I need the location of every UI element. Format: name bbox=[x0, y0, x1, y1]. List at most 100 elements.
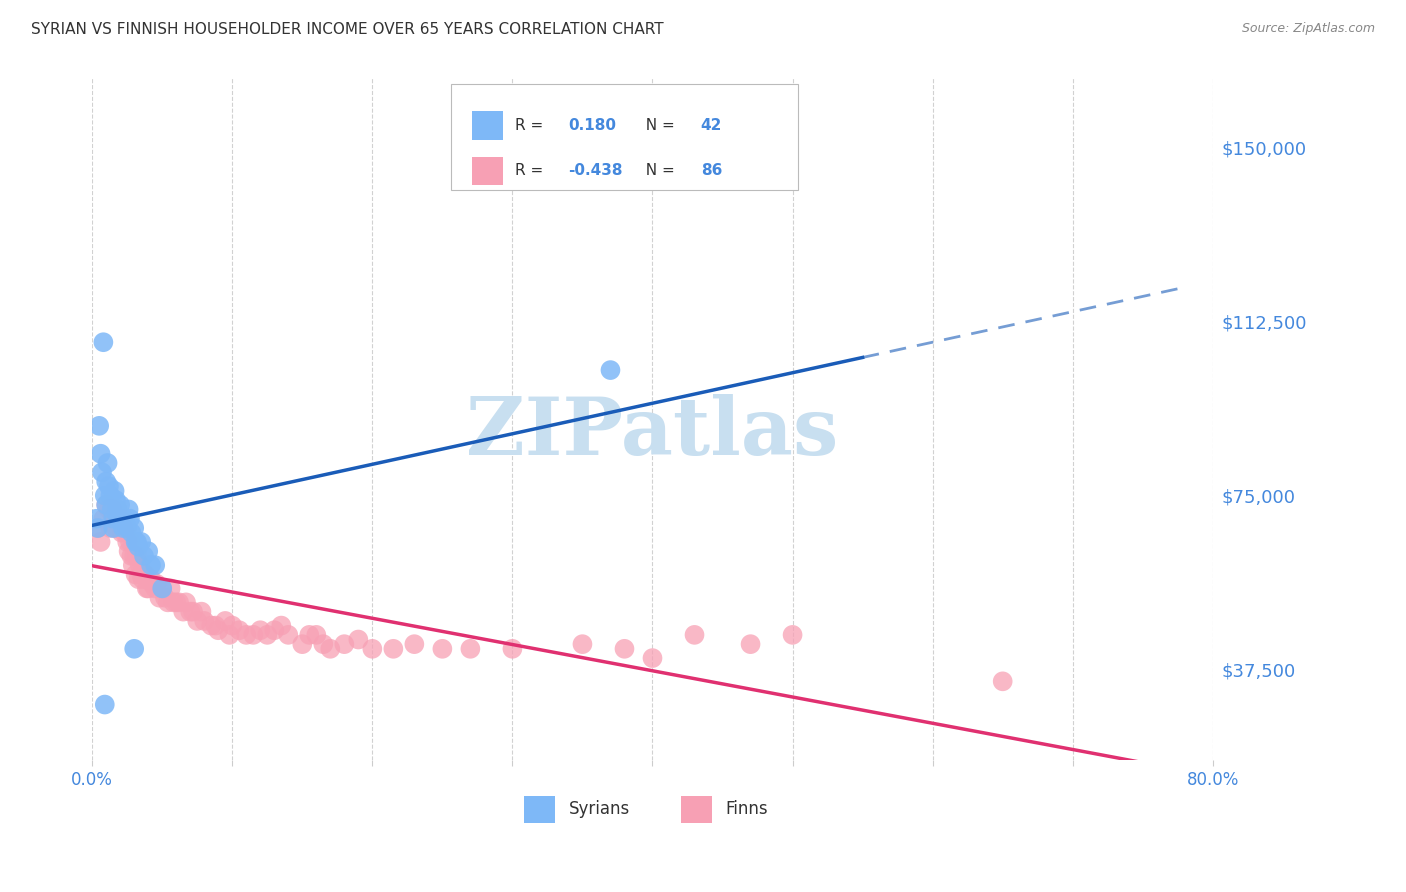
Point bbox=[190, 605, 212, 619]
Point bbox=[193, 614, 215, 628]
Point bbox=[291, 637, 314, 651]
Point bbox=[145, 576, 167, 591]
Point bbox=[103, 521, 125, 535]
Text: 42: 42 bbox=[700, 118, 723, 133]
Point bbox=[235, 628, 257, 642]
Point bbox=[104, 493, 127, 508]
Point bbox=[122, 641, 145, 656]
Point bbox=[110, 525, 132, 540]
Text: N =: N = bbox=[636, 163, 679, 178]
Point bbox=[127, 540, 149, 554]
Point bbox=[124, 567, 146, 582]
Point bbox=[90, 447, 112, 461]
Point bbox=[312, 637, 335, 651]
Point bbox=[305, 628, 328, 642]
Text: 86: 86 bbox=[700, 163, 723, 178]
Point bbox=[333, 637, 356, 651]
Point bbox=[91, 465, 114, 479]
Point bbox=[148, 591, 170, 605]
Point bbox=[87, 521, 110, 535]
Point bbox=[204, 618, 226, 632]
Point bbox=[104, 483, 127, 498]
Point bbox=[136, 544, 159, 558]
FancyBboxPatch shape bbox=[451, 84, 799, 190]
Point bbox=[156, 595, 179, 609]
Point bbox=[96, 498, 118, 512]
Point bbox=[100, 489, 122, 503]
Point bbox=[96, 498, 118, 512]
Point bbox=[117, 544, 139, 558]
Point bbox=[115, 535, 138, 549]
Text: R =: R = bbox=[515, 163, 548, 178]
Point bbox=[121, 558, 143, 573]
Text: Source: ZipAtlas.com: Source: ZipAtlas.com bbox=[1241, 22, 1375, 36]
Point bbox=[277, 628, 299, 642]
Point bbox=[132, 567, 155, 582]
Point bbox=[120, 549, 142, 563]
Point bbox=[571, 637, 593, 651]
Point bbox=[319, 641, 342, 656]
Point bbox=[186, 614, 208, 628]
Point bbox=[93, 512, 115, 526]
Text: SYRIAN VS FINNISH HOUSEHOLDER INCOME OVER 65 YEARS CORRELATION CHART: SYRIAN VS FINNISH HOUSEHOLDER INCOME OVE… bbox=[31, 22, 664, 37]
Point bbox=[128, 558, 150, 573]
Point bbox=[89, 418, 111, 433]
Point bbox=[150, 582, 173, 596]
Point bbox=[98, 502, 121, 516]
Point bbox=[135, 582, 157, 596]
Point bbox=[991, 674, 1014, 689]
Bar bbox=[472, 111, 503, 140]
Point bbox=[167, 595, 190, 609]
Point bbox=[122, 549, 145, 563]
Point bbox=[136, 582, 159, 596]
Point bbox=[105, 502, 128, 516]
Point bbox=[96, 475, 118, 489]
Point bbox=[108, 498, 131, 512]
Point bbox=[94, 698, 117, 712]
Point bbox=[242, 628, 264, 642]
Point bbox=[105, 502, 128, 516]
Point bbox=[86, 512, 108, 526]
Point bbox=[228, 624, 250, 638]
Point bbox=[111, 521, 134, 535]
Point bbox=[127, 572, 149, 586]
Point bbox=[108, 512, 131, 526]
Point bbox=[256, 628, 278, 642]
Point bbox=[143, 558, 166, 573]
Point bbox=[125, 549, 148, 563]
Point bbox=[263, 624, 285, 638]
Point bbox=[207, 624, 229, 638]
Point bbox=[104, 521, 127, 535]
Point bbox=[105, 507, 128, 521]
Point bbox=[111, 521, 134, 535]
Point bbox=[740, 637, 762, 651]
Point bbox=[97, 456, 120, 470]
Point bbox=[181, 605, 204, 619]
Bar bbox=[472, 156, 503, 186]
Bar bbox=[523, 796, 555, 823]
Point bbox=[200, 618, 222, 632]
Point bbox=[150, 582, 173, 596]
Point bbox=[103, 507, 125, 521]
Point bbox=[87, 521, 110, 535]
Text: ZIPatlas: ZIPatlas bbox=[467, 393, 838, 472]
Point bbox=[112, 525, 135, 540]
Point bbox=[174, 595, 197, 609]
Point bbox=[122, 521, 145, 535]
Point bbox=[361, 641, 384, 656]
Point bbox=[118, 535, 141, 549]
Point bbox=[115, 521, 138, 535]
Text: Syrians: Syrians bbox=[568, 800, 630, 819]
Point bbox=[103, 512, 125, 526]
Point bbox=[432, 641, 454, 656]
Point bbox=[139, 558, 162, 573]
Point bbox=[218, 628, 240, 642]
Point bbox=[162, 595, 184, 609]
Point bbox=[132, 549, 155, 563]
Point bbox=[101, 502, 124, 516]
Point bbox=[501, 641, 523, 656]
Point bbox=[214, 614, 236, 628]
Point bbox=[683, 628, 706, 642]
Point bbox=[404, 637, 426, 651]
Point bbox=[120, 525, 142, 540]
